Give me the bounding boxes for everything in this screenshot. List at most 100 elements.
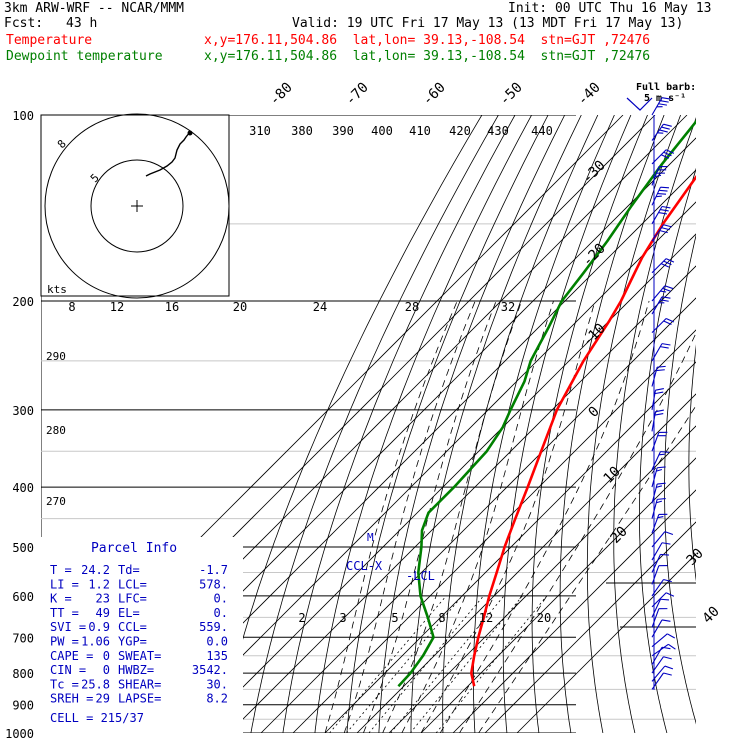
wind-barb	[651, 285, 674, 302]
parcel-key: PW =	[50, 635, 79, 649]
wind-barb-feather	[665, 149, 675, 154]
wind-barb-staff	[651, 542, 663, 561]
pressure-tick-label: 100	[12, 109, 34, 123]
parcel-key: K =	[50, 592, 72, 606]
valid-time: Valid: 19 UTC Fri 17 May 13 (13 MDT Fri …	[292, 16, 684, 31]
wind-barb-feather	[656, 369, 665, 372]
hodograph-speed-label: 8	[68, 300, 75, 314]
model-title: 3km ARW-WRF -- NCAR/MMM	[4, 1, 185, 16]
barb-legend-title: Full barb:	[636, 82, 697, 93]
wind-barb-feather	[659, 229, 668, 234]
mixing-ratio-line	[390, 595, 505, 733]
moist-adiabat	[439, 300, 650, 733]
parcel-value: 23	[96, 592, 110, 606]
hodograph-ring	[44, 113, 230, 299]
hodograph-speed-label: 20	[233, 300, 247, 314]
dry-adiabat	[664, 234, 696, 725]
moist-adiabat	[363, 300, 497, 733]
wind-barb	[651, 388, 664, 410]
hodograph-speed-label: 28	[405, 300, 419, 314]
mixing-ratio-line	[435, 595, 548, 733]
dry-adiabat	[282, 115, 516, 733]
adiabat-label: 290	[46, 350, 66, 363]
dewpoint-profile-line	[397, 119, 696, 688]
wind-barb	[651, 224, 672, 242]
wind-barb-feather	[658, 103, 668, 106]
isotherm-label: 10	[601, 464, 624, 487]
wind-barb	[651, 513, 668, 534]
dry-adiabat	[378, 115, 566, 733]
moist-adiabat	[478, 404, 696, 733]
mixing-ratio-label: 3	[339, 611, 346, 625]
dry-adiabat	[613, 117, 696, 733]
forecast-label: Fcst:	[4, 16, 44, 31]
dry-adiabat	[531, 115, 648, 733]
hodograph-trace	[145, 131, 191, 177]
dry-adiabat	[688, 344, 696, 582]
pressure-tick-label: 300	[12, 404, 34, 418]
wind-barb-staff	[651, 646, 663, 665]
wind-barb-feather	[655, 195, 662, 198]
wind-barb-feather	[655, 388, 664, 391]
hodograph-unit: kts	[47, 283, 67, 296]
parcel-key: LCL=	[118, 577, 147, 591]
temperature-legend-label: Temperature	[6, 33, 93, 48]
ccl-marker: CCL-X	[346, 559, 383, 573]
isotherm-line	[292, 329, 696, 733]
wind-barb-feather	[656, 500, 663, 504]
wind-barb-staff	[651, 633, 668, 648]
parcel-value: 1.2	[88, 577, 110, 591]
parcel-info-title: Parcel Info	[91, 541, 177, 556]
wind-barb-feather	[661, 227, 670, 231]
parcel-key: CAPE =	[50, 649, 93, 663]
wind-barb	[651, 665, 674, 682]
wind-barb-feather	[660, 154, 670, 159]
wind-barb	[651, 598, 670, 618]
wind-barb-feather	[659, 129, 668, 133]
moist-adiabat	[324, 300, 458, 733]
wind-barb-feather	[663, 151, 672, 157]
parcel-key: LI =	[50, 577, 79, 591]
wind-barb	[651, 466, 666, 488]
wind-barb-feather	[654, 391, 664, 395]
wind-barb	[651, 592, 675, 608]
parcel-key: Td=	[118, 563, 140, 577]
moist-adiabat	[459, 332, 696, 733]
hodograph-speed-label: 32	[501, 300, 515, 314]
isotherm-label: -70	[343, 80, 372, 109]
isotherm-label: -80	[267, 80, 296, 109]
wind-barb-feather	[661, 542, 671, 545]
wind-barb-feather	[663, 656, 672, 660]
wind-barb-staff	[651, 672, 664, 690]
wind-barb	[651, 451, 670, 470]
dry-adiabat	[314, 115, 532, 733]
parcel-key: TT =	[50, 606, 79, 620]
wind-barb-feather	[656, 469, 663, 472]
wind-barb	[651, 186, 670, 206]
theta-label: 380	[291, 124, 313, 138]
wind-barb-feather	[662, 287, 671, 292]
wind-barb-feather	[657, 482, 666, 485]
wind-barb	[651, 149, 675, 165]
wind-barb-feather	[663, 320, 672, 326]
mixing-ratio-line	[368, 595, 484, 733]
level-marker: M	[367, 531, 374, 544]
parcel-value: -1.7	[199, 563, 228, 577]
wind-barb	[651, 343, 671, 362]
theta-label: 440	[531, 124, 553, 138]
pressure-tick-label: 700	[12, 631, 34, 645]
wind-barb-feather	[663, 224, 672, 228]
barb-legend-unit: 5 m s⁻¹	[644, 93, 687, 104]
parcel-value: 8.2	[206, 692, 228, 706]
wind-barb-feather	[660, 263, 670, 268]
theta-label: 390	[332, 124, 354, 138]
wind-barb-feather	[664, 285, 674, 290]
parcel-key: HWBZ=	[118, 663, 154, 677]
wind-barb	[651, 497, 666, 519]
parcel-value: 0	[103, 663, 110, 677]
adiabat-label: 270	[46, 495, 66, 508]
pressure-tick-label: 200	[12, 295, 34, 309]
wind-barb	[651, 565, 668, 585]
isotherm-line	[260, 297, 696, 733]
